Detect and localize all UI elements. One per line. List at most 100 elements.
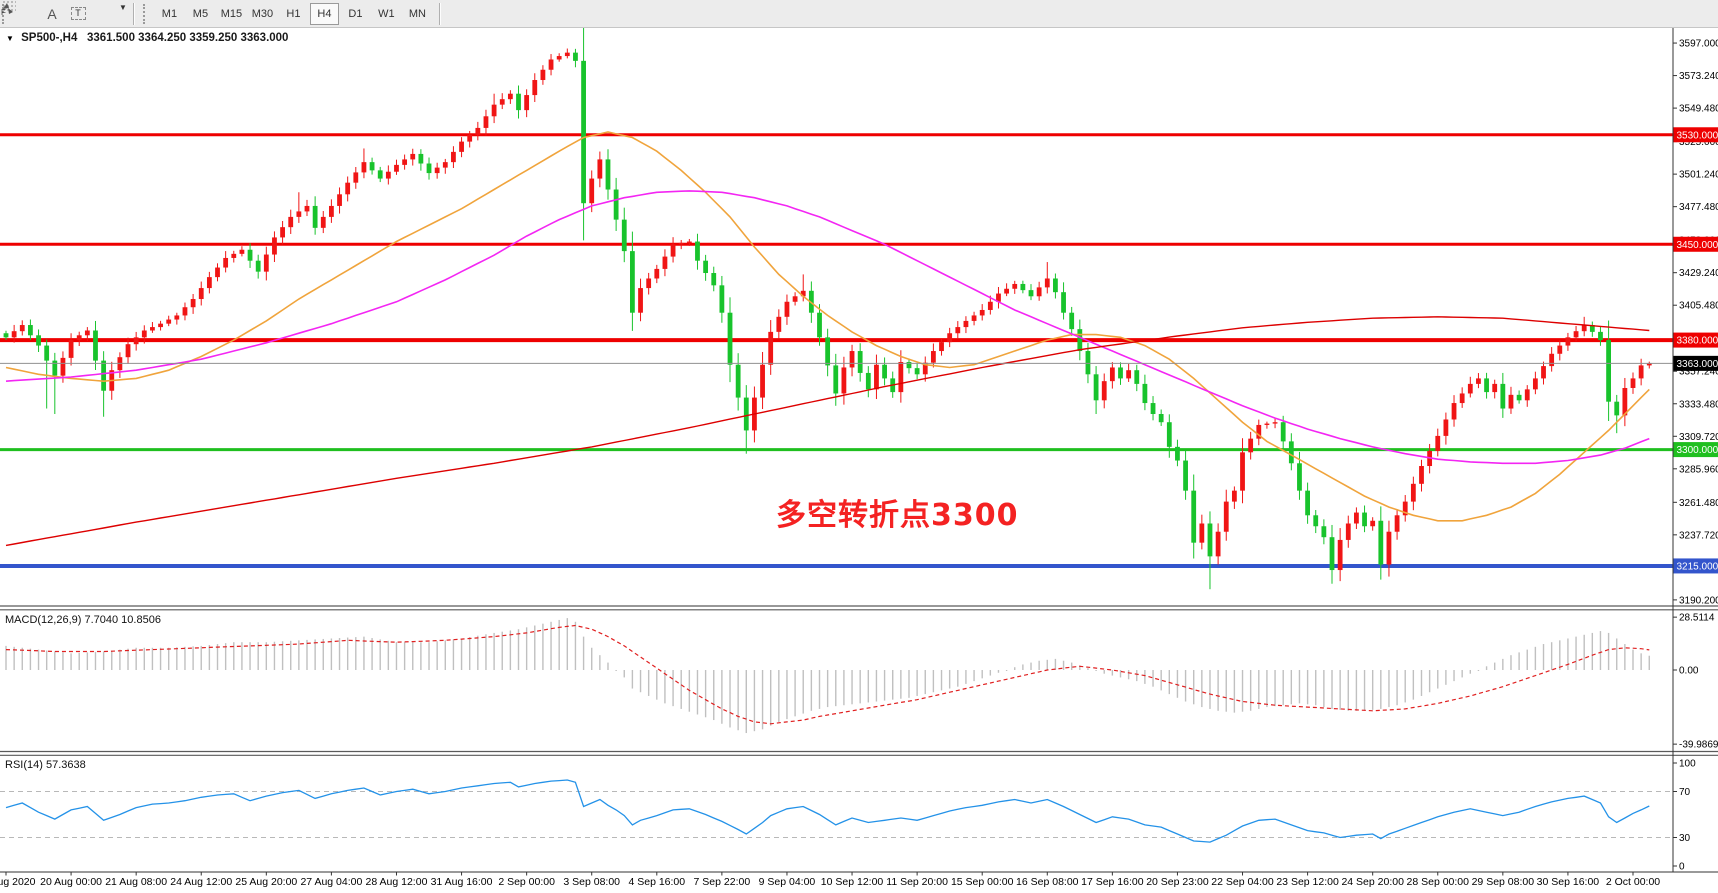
main-chart-panel[interactable] [0, 21, 1673, 590]
toolbar-grip[interactable] [2, 3, 9, 24]
macd-histogram-bar [1599, 631, 1602, 670]
time-axis-label: 22 Sep 04:00 [1211, 876, 1274, 888]
candle-body [402, 159, 408, 165]
macd-histogram-bar [1103, 670, 1105, 674]
candle-body [1467, 383, 1473, 394]
candle-body [101, 360, 107, 391]
toolbar-grip[interactable] [142, 3, 150, 24]
macd-histogram-bar [1241, 670, 1244, 712]
macd-histogram-bar [1046, 659, 1048, 670]
macd-histogram-bar [1266, 670, 1268, 708]
macd-histogram-bar [94, 651, 97, 670]
price-axis-label: 3573.240 [1679, 71, 1718, 82]
candle-body [621, 219, 627, 252]
macd-panel[interactable] [5, 618, 1650, 734]
candle-body [304, 205, 310, 212]
candle-body [44, 345, 50, 361]
rsi-line [5, 779, 1650, 843]
candle-body [646, 278, 652, 289]
macd-histogram-bar [1014, 667, 1016, 670]
candle-body [329, 205, 334, 217]
candle-body [1158, 414, 1164, 423]
macd-histogram-bar [591, 647, 593, 670]
macd-histogram-bar [989, 670, 992, 676]
macd-axis[interactable]: 28.5114 0.00 -39.9869 [1673, 613, 1718, 751]
candle-body [605, 159, 611, 190]
candle-body [1492, 383, 1498, 393]
rsi-panel[interactable] [0, 779, 1673, 843]
macd-histogram-bar [1380, 670, 1382, 709]
timeframe-button-H1[interactable]: H1 [286, 7, 301, 20]
time-axis-label: 24 Sep 20:00 [1341, 876, 1404, 888]
candle-body [255, 260, 261, 272]
candle-body [1297, 463, 1302, 491]
arrows-dropdown-icon[interactable]: ▼ [119, 2, 127, 12]
toolbar-separator [132, 2, 135, 25]
candle-body [662, 256, 668, 269]
timeframe-button-M1[interactable]: M1 [161, 7, 178, 20]
candle-body [11, 331, 17, 338]
macd-histogram-bar [1412, 670, 1415, 700]
candle-body [434, 167, 440, 174]
macd-histogram-bar [550, 621, 552, 670]
macd-histogram-bar [241, 642, 243, 670]
text-label-icon: T [70, 7, 86, 20]
macd-histogram-bar [1371, 670, 1374, 710]
timeframe-button-W1[interactable]: W1 [378, 7, 395, 20]
symbol-dropdown-icon[interactable]: ▼ [6, 34, 14, 43]
candle-body [1248, 438, 1254, 453]
macd-histogram-bar [1331, 670, 1333, 709]
candle-body [1557, 345, 1563, 354]
candle-body [963, 320, 969, 328]
candle-body [369, 162, 375, 171]
timeframe-button-M30[interactable]: M30 [251, 7, 274, 20]
macd-histogram-bar [493, 632, 495, 670]
macd-histogram-bar [1567, 638, 1569, 670]
chart-title[interactable]: ▼ SP500-,H4 3361.500 3364.250 3359.250 3… [6, 32, 288, 44]
timeframe-button-H4[interactable]: H4 [309, 2, 339, 25]
candle-body [573, 52, 578, 61]
macd-histogram-bar [517, 629, 520, 670]
time-axis-label: 10 Sep 12:00 [821, 876, 884, 888]
macd-histogram-bar [265, 642, 268, 670]
candle-body [1508, 394, 1514, 409]
candle-body [1142, 383, 1148, 404]
macd-histogram-bar [168, 647, 170, 670]
macd-histogram-bar [656, 670, 658, 700]
timeframe-button-MN[interactable]: MN [408, 7, 426, 20]
price-axis-label: 3597.000 [1679, 39, 1718, 50]
candle-body [1012, 283, 1018, 289]
text-label-tool-button[interactable]: T [65, 3, 91, 25]
macd-histogram-bar [647, 670, 650, 696]
macd-histogram-bar [940, 670, 943, 691]
text-tool-button[interactable]: A [39, 3, 65, 25]
macd-histogram-bar [29, 648, 32, 670]
candle-body [1093, 374, 1099, 401]
price-tag [1673, 355, 1718, 371]
price-tag [1673, 558, 1718, 574]
time-axis-label: 16 Sep 08:00 [1016, 876, 1079, 888]
price-axis-label: 3285.960 [1679, 464, 1718, 475]
price-tag [1673, 332, 1718, 348]
macd-histogram-bar [452, 639, 455, 670]
timeframe-button-M5[interactable]: M5 [192, 7, 209, 20]
candle-body [516, 93, 521, 111]
timeframe-button-D1[interactable]: D1 [348, 7, 363, 20]
price-axis-label: 3549.480 [1679, 104, 1718, 115]
rsi-axis[interactable]: 100 70 30 0 [1673, 759, 1696, 873]
candle-body [1573, 331, 1579, 338]
price-tag-label: 3215.000 [1677, 561, 1718, 572]
arrows-tool-button[interactable] [3, 3, 117, 25]
candle-body [3, 333, 9, 338]
price-axis[interactable]: 3597.000 3573.240 3549.480 3525.000 3501.240… [1673, 39, 1718, 607]
fibonacci-tool-button[interactable]: F [1, 1, 39, 25]
timeframe-button-M15[interactable]: M15 [220, 7, 243, 20]
annotation-text[interactable]: 多空转折点3300 [776, 498, 1019, 533]
macd-histogram-bar [1469, 670, 1471, 674]
candle-body [1354, 512, 1359, 524]
macd-histogram-bar [1070, 662, 1073, 670]
candle-body [532, 80, 538, 96]
macd-histogram-bar [892, 670, 894, 700]
